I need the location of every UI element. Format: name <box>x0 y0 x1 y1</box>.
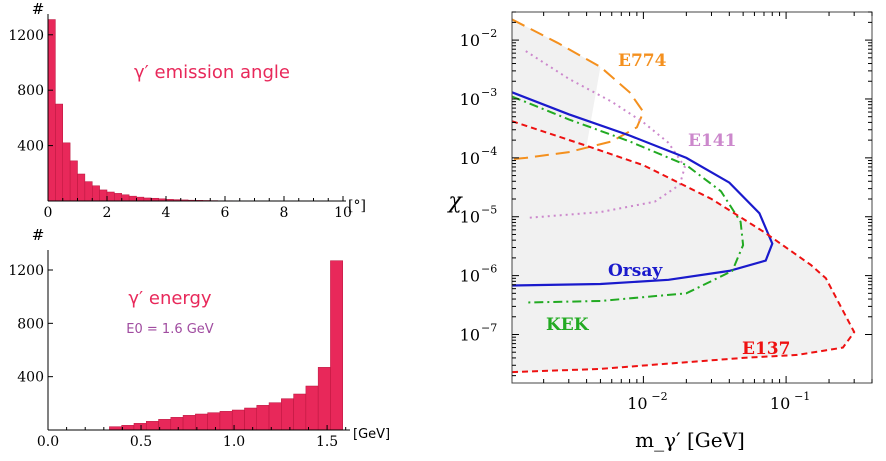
histogram-bar <box>145 421 159 431</box>
y-tick-label: 10 <box>460 31 480 50</box>
histogram-bar <box>121 194 130 202</box>
energy-histogram: 0.0 0.5 1.0 1.5 400 800 1200 # [GeV] γ′ energy… <box>8 226 390 450</box>
y-tick-label: 10 <box>460 325 480 344</box>
series-line-e137 <box>512 120 856 374</box>
histogram-bar <box>170 417 184 431</box>
histogram-bar <box>317 367 331 431</box>
energy-annotation: E0 = 1.6 GeV <box>126 322 214 337</box>
histogram-bar <box>158 419 172 431</box>
x-tick-label: 0 <box>44 205 53 221</box>
series-label-e774: E774 <box>618 51 667 71</box>
y-tick-exponent: −6 <box>481 263 497 276</box>
x-tick-label: 2 <box>103 205 112 221</box>
mass-axis-label-text: m_γ′ [GeV] <box>635 428 745 452</box>
x-tick-label: 10 <box>770 394 790 413</box>
series-label-e141: E141 <box>688 131 736 151</box>
x-tick-label: 10 <box>627 394 647 413</box>
plot-frame <box>511 11 873 384</box>
y-tick-exponent: −7 <box>481 321 497 334</box>
histogram-bar <box>114 193 122 202</box>
histogram-bar <box>268 402 282 431</box>
energy-y-label: # <box>32 226 45 244</box>
y-tick-label: 1200 <box>8 263 44 279</box>
y-tick-label: 400 <box>17 139 44 155</box>
y-tick-label: 800 <box>17 83 44 99</box>
histogram-bar <box>69 160 78 202</box>
x-tick-label: 4 <box>162 205 171 221</box>
y-tick-exponent: −4 <box>481 145 497 158</box>
histogram-bar <box>77 173 86 202</box>
series-label-orsay: Orsay <box>608 261 663 281</box>
series-label-e137: E137 <box>742 339 790 359</box>
x-tick-label: 0.0 <box>37 434 59 450</box>
x-tick-label: 10 <box>334 205 352 221</box>
histogram-bar <box>106 191 115 202</box>
x-tick-label: 8 <box>280 205 289 221</box>
emission-angle-y-label: # <box>32 0 45 18</box>
histogram-bar <box>207 412 221 431</box>
x-tick-label: 1.5 <box>316 434 338 450</box>
series-label-kek: KEK <box>546 315 590 335</box>
x-tick-exponent: −2 <box>651 390 667 403</box>
histogram-bar <box>84 181 93 202</box>
emission-angle-bars <box>47 19 263 202</box>
x-tick-label: 0.5 <box>130 434 152 450</box>
histogram-bar <box>128 195 137 202</box>
energy-bars <box>109 260 343 431</box>
y-tick-exponent: −2 <box>481 27 497 40</box>
chi-axis-label: χ <box>446 189 463 214</box>
emission-angle-x-label: [°] <box>348 198 366 214</box>
y-tick-label: 10 <box>460 90 480 109</box>
histogram-bar <box>47 19 56 202</box>
y-tick-label: 10 <box>460 149 480 168</box>
histogram-bar <box>121 425 135 431</box>
histogram-bar <box>256 405 270 431</box>
histogram-bar <box>305 385 319 431</box>
series-line-kek <box>512 95 745 304</box>
mass-axis-label: m_γ′ [GeV] <box>635 428 745 452</box>
histogram-bar <box>281 398 294 431</box>
histogram-bar <box>182 415 196 431</box>
histogram-bar <box>330 260 343 431</box>
x-tick-label: 6 <box>221 205 230 221</box>
histogram-bar <box>62 142 71 202</box>
histogram-bar <box>133 423 147 431</box>
histogram-bar <box>99 189 108 202</box>
histogram-bar <box>219 411 233 431</box>
histogram-bar <box>293 393 307 431</box>
exclusion-plot: 10 −210 −310 −410 −510 −610 −710 −2 10 −1 E774E14… <box>446 11 873 452</box>
histogram-bar <box>136 196 145 202</box>
histogram-bar <box>55 103 63 202</box>
energy-x-label: [GeV] <box>353 427 390 442</box>
histogram-bar <box>92 185 100 202</box>
y-tick-label: 1200 <box>8 28 44 44</box>
energy-title: γ′ energy <box>128 288 212 309</box>
excluded-region <box>512 12 855 373</box>
histogram-bar <box>244 407 258 431</box>
series-line-orsay <box>512 91 774 287</box>
y-tick-label: 800 <box>17 316 44 332</box>
x-tick-exponent: −1 <box>794 390 810 403</box>
y-tick-label: 10 <box>460 267 480 286</box>
y-tick-label: 10 <box>460 208 480 227</box>
emission-angle-histogram: 0 2 4 6 8 10 400 800 1200 # [°] γ′ emission angl… <box>8 0 366 221</box>
emission-angle-title: γ′ emission angle <box>134 62 290 83</box>
x-tick-label: 1.0 <box>223 434 245 450</box>
y-tick-exponent: −5 <box>481 204 497 217</box>
y-tick-exponent: −3 <box>481 86 497 99</box>
y-tick-label: 400 <box>17 370 44 386</box>
